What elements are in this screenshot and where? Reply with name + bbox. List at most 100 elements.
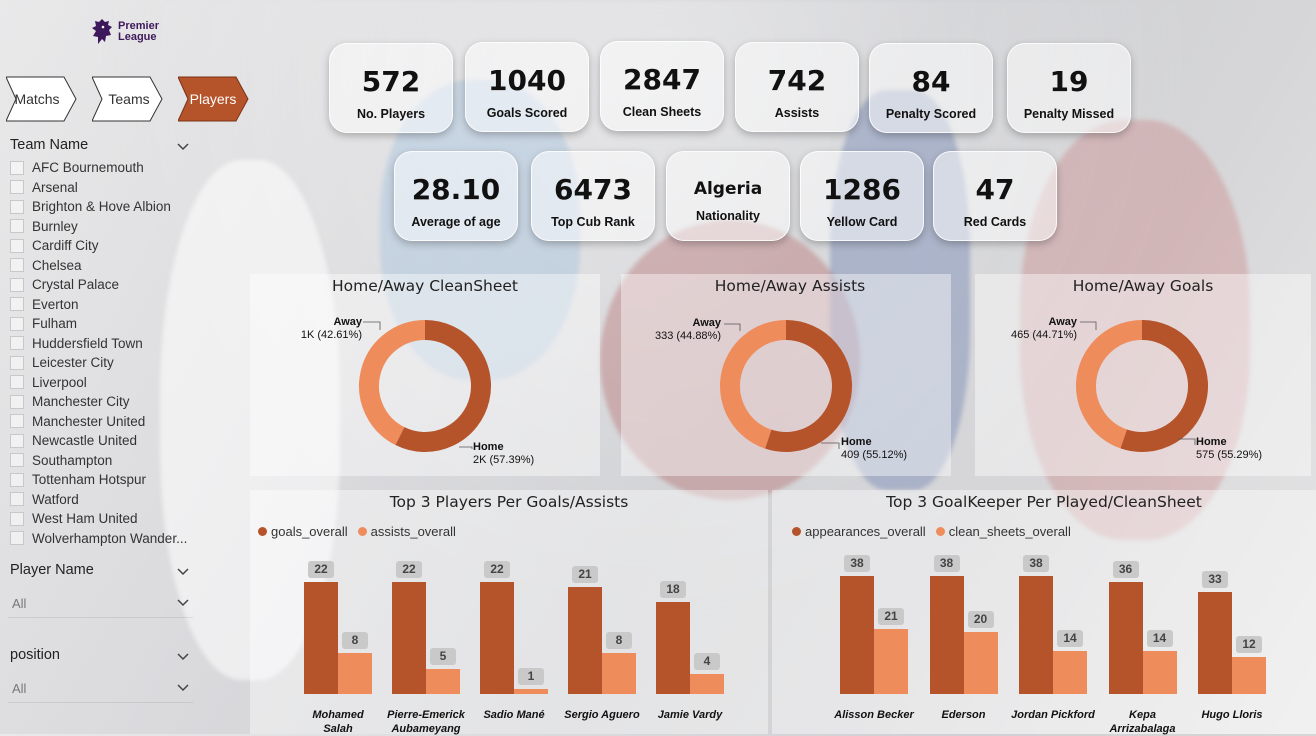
legend-item[interactable]: appearances_overall bbox=[792, 524, 926, 539]
team-option-label: Leicester City bbox=[32, 355, 114, 371]
checkbox[interactable] bbox=[10, 180, 24, 195]
checkbox[interactable] bbox=[10, 531, 24, 546]
team-option[interactable]: Everton bbox=[10, 295, 200, 315]
checkbox[interactable] bbox=[10, 160, 24, 175]
team-option[interactable]: Fulham bbox=[10, 314, 200, 334]
checkbox[interactable] bbox=[10, 492, 24, 507]
category-label-line: Mohamed bbox=[312, 709, 364, 721]
checkbox[interactable] bbox=[10, 316, 24, 331]
bar-clean_sheets_overall[interactable] bbox=[1232, 656, 1266, 694]
team-option[interactable]: Manchester City bbox=[10, 392, 200, 412]
bar-clean_sheets_overall[interactable] bbox=[963, 631, 998, 694]
team-option[interactable]: Arsenal bbox=[10, 178, 200, 198]
donut-slice-away[interactable] bbox=[720, 320, 787, 449]
category-label-line: Kepa bbox=[1129, 709, 1156, 721]
kpi-card-average-age: 28.10 Average of age bbox=[394, 151, 518, 241]
bar-appearances_overall[interactable] bbox=[929, 576, 964, 694]
bar-appearances_overall[interactable] bbox=[1198, 591, 1232, 694]
checkbox[interactable] bbox=[10, 297, 24, 312]
checkbox[interactable] bbox=[10, 414, 24, 429]
category-label: Mohamed Salah bbox=[288, 708, 388, 736]
team-option[interactable]: Huddersfield Town bbox=[10, 334, 200, 354]
chevron-down-icon[interactable] bbox=[176, 142, 190, 152]
bar-goals_overall[interactable] bbox=[480, 582, 514, 694]
bar-goals_overall[interactable] bbox=[568, 587, 602, 694]
legend-item[interactable]: clean_sheets_overall bbox=[935, 524, 1071, 539]
bar-assists_overall[interactable] bbox=[426, 668, 460, 694]
chevron-down-icon[interactable] bbox=[176, 567, 190, 577]
checkbox[interactable] bbox=[10, 472, 24, 487]
team-option[interactable]: Wolverhampton Wander... bbox=[10, 529, 200, 549]
dropdown-chevron-icon[interactable] bbox=[176, 598, 190, 608]
team-option[interactable]: Cardiff City bbox=[10, 236, 200, 256]
category-label: Kepa Arrizabalaga bbox=[1093, 708, 1193, 736]
donut-slice-home[interactable] bbox=[1120, 320, 1208, 452]
home-leader-line bbox=[459, 446, 473, 449]
bar-assists_overall[interactable] bbox=[338, 653, 372, 694]
bar-goals_overall[interactable] bbox=[304, 582, 338, 694]
checkbox[interactable] bbox=[10, 511, 24, 526]
team-option[interactable]: Liverpool bbox=[10, 373, 200, 393]
nav-matchs-button[interactable]: Matchs bbox=[6, 76, 78, 122]
bar-clean_sheets_overall[interactable] bbox=[1053, 650, 1087, 694]
team-option[interactable]: Southampton bbox=[10, 451, 200, 471]
kpi-card-clean-sheets: 2847 Clean Sheets bbox=[600, 41, 724, 131]
nav-players-button[interactable]: Players bbox=[178, 76, 250, 122]
chart-legend: goals_overall assists_overall bbox=[258, 524, 456, 539]
bar-clean_sheets_overall[interactable] bbox=[1142, 650, 1177, 694]
checkbox[interactable] bbox=[10, 375, 24, 390]
bar-appearances_overall[interactable] bbox=[840, 576, 874, 694]
checkbox[interactable] bbox=[10, 453, 24, 468]
bar-clean_sheets_overall[interactable] bbox=[874, 628, 908, 694]
team-option[interactable]: Chelsea bbox=[10, 256, 200, 276]
team-option[interactable]: Watford bbox=[10, 490, 200, 510]
legend-item[interactable]: goals_overall bbox=[258, 524, 348, 539]
team-option[interactable]: Crystal Palace bbox=[10, 275, 200, 295]
legend-dot bbox=[357, 527, 367, 536]
team-option[interactable]: Newcastle United bbox=[10, 431, 200, 451]
legend-item[interactable]: assists_overall bbox=[357, 524, 456, 539]
donut-slice-away[interactable] bbox=[359, 320, 426, 446]
bar-goals_overall[interactable] bbox=[392, 582, 426, 694]
donut-slice-home[interactable] bbox=[395, 320, 491, 452]
team-option[interactable]: Tottenham Hotspur bbox=[10, 470, 200, 490]
dropdown-chevron-icon[interactable] bbox=[176, 683, 190, 693]
checkbox[interactable] bbox=[10, 336, 24, 351]
category-label-line: Pierre-Emerick bbox=[387, 709, 465, 721]
home-label: Home bbox=[1196, 436, 1227, 448]
team-option[interactable]: Brighton & Hove Albion bbox=[10, 197, 200, 217]
bar-appearances_overall[interactable] bbox=[1108, 582, 1143, 694]
team-option-label: Manchester City bbox=[32, 394, 130, 410]
page-navigation: Matchs Teams Players bbox=[6, 76, 250, 122]
position-dropdown[interactable]: All bbox=[12, 681, 27, 696]
bar-goals_overall[interactable] bbox=[656, 602, 690, 694]
team-option[interactable]: Leicester City bbox=[10, 353, 200, 373]
player-name-dropdown[interactable]: All bbox=[12, 596, 27, 611]
donut-slice-home[interactable] bbox=[765, 320, 852, 452]
donut-panel-assists: Home/Away Assists Away 333 (44.88%) Home… bbox=[621, 274, 951, 476]
chevron-down-icon[interactable] bbox=[176, 652, 190, 662]
team-option[interactable]: West Ham United bbox=[10, 509, 200, 529]
checkbox[interactable] bbox=[10, 394, 24, 409]
legend-dot bbox=[935, 527, 945, 536]
team-option[interactable]: Manchester United bbox=[10, 412, 200, 432]
home-value: 409 (55.12%) bbox=[841, 449, 908, 461]
bar-assists_overall[interactable] bbox=[514, 688, 548, 694]
team-option[interactable]: AFC Bournemouth bbox=[10, 158, 200, 178]
chevron-shape bbox=[92, 76, 163, 122]
bar-assists_overall[interactable] bbox=[602, 653, 636, 694]
checkbox[interactable] bbox=[10, 277, 24, 292]
checkbox[interactable] bbox=[10, 433, 24, 448]
checkbox[interactable] bbox=[10, 258, 24, 273]
checkbox[interactable] bbox=[10, 355, 24, 370]
team-option[interactable]: Burnley bbox=[10, 217, 200, 237]
bar-assists_overall[interactable] bbox=[690, 673, 724, 694]
checkbox[interactable] bbox=[10, 219, 24, 234]
category-label: Sadio Mané bbox=[464, 708, 564, 722]
nav-teams-button[interactable]: Teams bbox=[92, 76, 164, 122]
checkbox[interactable] bbox=[10, 238, 24, 253]
donut-slice-away[interactable] bbox=[1076, 320, 1143, 449]
bar-appearances_overall[interactable] bbox=[1019, 576, 1053, 694]
team-option-label: Newcastle United bbox=[32, 433, 138, 449]
checkbox[interactable] bbox=[10, 199, 24, 214]
